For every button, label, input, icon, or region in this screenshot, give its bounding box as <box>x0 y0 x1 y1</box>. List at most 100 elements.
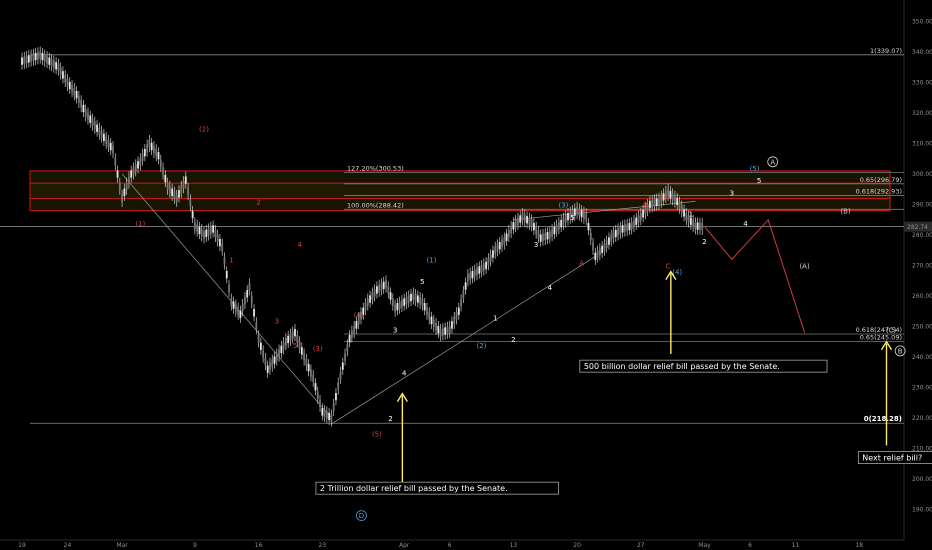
candle-body <box>305 358 308 366</box>
candle-body <box>266 365 269 373</box>
candle-body <box>82 104 85 113</box>
candle-body <box>630 222 633 230</box>
candle-body <box>59 67 62 75</box>
candle-body <box>350 330 353 338</box>
wave-label: (5) <box>372 430 382 438</box>
candle-body <box>585 213 588 221</box>
y-tick-label: 340.00 <box>912 49 932 56</box>
candle-body <box>298 341 301 349</box>
candle-body <box>230 298 233 306</box>
y-tick-label: 290.00 <box>912 202 932 209</box>
candle-body <box>52 60 55 68</box>
candle-body <box>146 144 149 152</box>
candle-body <box>77 95 80 103</box>
candle-body <box>80 100 83 108</box>
candle-body <box>262 350 265 358</box>
candle-body <box>346 344 349 352</box>
candle-body <box>118 182 121 190</box>
candle-body <box>162 167 164 175</box>
candle-body <box>250 296 253 304</box>
wave-label: (1) <box>135 220 145 228</box>
candle-body <box>492 250 494 258</box>
candle-body <box>480 264 483 273</box>
candle-body <box>112 145 114 154</box>
candle-body <box>503 237 506 245</box>
candle-body <box>403 298 406 306</box>
candle-body <box>91 118 94 126</box>
candle-body <box>75 91 78 99</box>
candle-body <box>444 327 447 335</box>
candle-body <box>451 321 453 329</box>
candle-body <box>487 258 490 266</box>
y-tick-label: 270.00 <box>912 263 932 270</box>
wave-label: 5 <box>570 214 574 222</box>
candle-body <box>512 222 515 230</box>
candle-body <box>134 164 137 172</box>
candle-body <box>671 193 674 201</box>
wave-label: 1 <box>689 211 693 219</box>
candle-body <box>221 243 224 251</box>
x-tick-label: 19 <box>18 542 26 549</box>
candle-body <box>505 233 508 241</box>
candle-body <box>687 215 690 223</box>
candle-body <box>207 228 210 236</box>
candle-body <box>435 322 437 331</box>
candle-body <box>173 191 176 200</box>
candle-body <box>608 237 610 245</box>
wave-label: (2) <box>199 125 209 133</box>
x-tick-label: 11 <box>792 542 800 549</box>
candle-body <box>223 257 226 265</box>
candle-body <box>587 222 590 231</box>
candle-body <box>184 176 187 184</box>
candle-body <box>496 244 499 252</box>
candle-body <box>205 229 208 238</box>
y-tick-label: 280.00 <box>912 232 932 239</box>
candle-body <box>614 229 617 238</box>
wave-label: (C) <box>886 327 897 335</box>
wave-label: 5 <box>757 177 761 185</box>
candle-body <box>446 326 449 334</box>
y-tick-label: 310.00 <box>912 141 932 148</box>
candle-body <box>196 224 199 232</box>
candle-body <box>473 269 476 277</box>
wave-label: 1 <box>229 256 233 264</box>
candle-body <box>674 195 676 203</box>
candle-body <box>294 328 296 337</box>
candle-body <box>514 219 517 228</box>
candle-body <box>617 228 619 236</box>
candle-body <box>619 226 622 235</box>
x-tick-label: 9 <box>193 542 197 549</box>
candle-body <box>603 243 606 251</box>
trend-line <box>331 256 596 425</box>
candle-body <box>387 286 390 294</box>
candle-body <box>528 217 531 225</box>
x-tick-label: 23 <box>318 542 326 549</box>
candle-body <box>257 335 260 343</box>
candle-body <box>539 234 542 242</box>
candle-body <box>255 322 258 330</box>
candle-body <box>532 222 535 231</box>
candle-body <box>407 295 410 303</box>
candle-body <box>535 226 538 235</box>
candle-body <box>360 312 362 320</box>
candle-body <box>494 246 497 254</box>
candle-body <box>32 53 35 61</box>
x-tick-label: 24 <box>64 542 72 549</box>
candle-body <box>64 75 67 83</box>
current-price-tag <box>904 221 932 232</box>
candle-body <box>448 325 451 334</box>
wave-label: (1) <box>427 256 437 264</box>
candle-body <box>155 148 158 157</box>
wave-label: 1 <box>493 314 497 322</box>
fib-level-label: 100.00%(288.42) <box>347 201 404 209</box>
candle-body <box>364 303 367 311</box>
candle-body <box>203 231 205 239</box>
candle-body <box>546 232 549 240</box>
candle-body <box>225 270 228 279</box>
candle-body <box>341 362 344 370</box>
x-tick-label: 27 <box>637 542 645 549</box>
candle-body <box>476 267 478 276</box>
candle-body <box>517 217 519 225</box>
candle-body <box>694 222 697 230</box>
